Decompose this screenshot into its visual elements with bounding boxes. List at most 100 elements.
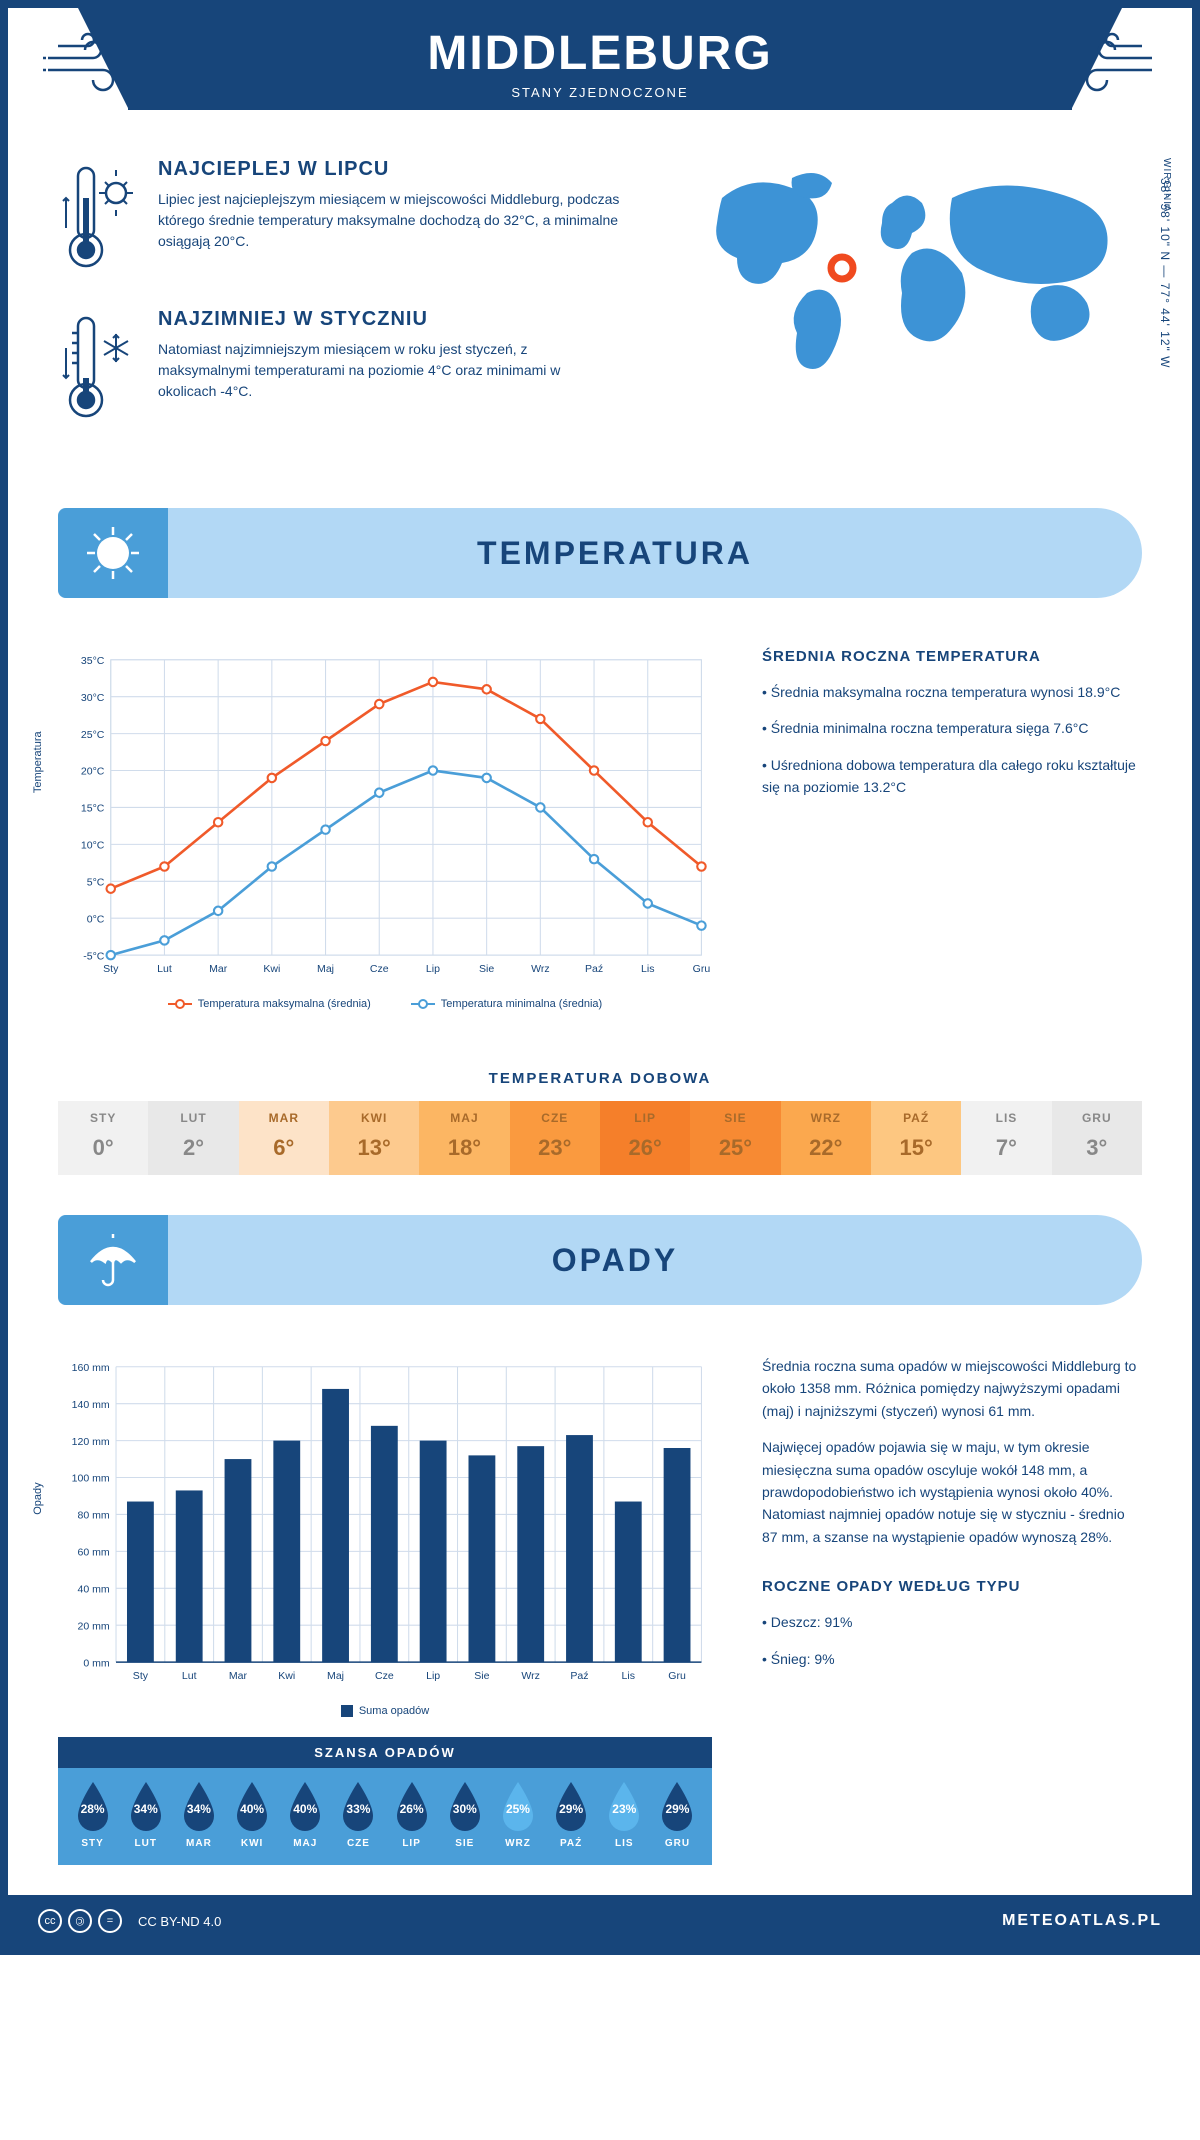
warmest-block: NAJCIEPLEJ W LIPCU Lipiec jest najcieple… — [58, 158, 622, 278]
temp-side-title: ŚREDNIA ROCZNA TEMPERATURA — [762, 648, 1142, 665]
daily-temp-cell: LIS7° — [961, 1101, 1051, 1175]
daily-temp-title: TEMPERATURA DOBOWA — [8, 1070, 1192, 1087]
temp-y-axis-label: Temperatura — [32, 731, 44, 793]
svg-text:140 mm: 140 mm — [72, 1399, 110, 1411]
license-text: CC BY-ND 4.0 — [138, 1914, 221, 1929]
svg-text:30°C: 30°C — [81, 692, 105, 704]
thermometer-hot-icon — [58, 158, 138, 278]
header-banner: MIDDLEBURG STANY ZJEDNOCZONE — [128, 8, 1072, 110]
chance-cell: 40%MAJ — [279, 1780, 332, 1849]
svg-text:10°C: 10°C — [81, 840, 105, 852]
daily-temp-cell: KWI13° — [329, 1101, 419, 1175]
precip-type-title: ROCZNE OPADY WEDŁUG TYPU — [762, 1578, 1142, 1595]
svg-text:0 mm: 0 mm — [83, 1657, 110, 1669]
svg-text:Kwi: Kwi — [278, 1670, 295, 1682]
svg-text:20°C: 20°C — [81, 766, 105, 778]
daily-temp-strip: STY0°LUT2°MAR6°KWI13°MAJ18°CZE23°LIP26°S… — [58, 1101, 1142, 1175]
precip-paragraph: Najwięcej opadów pojawia się w maju, w t… — [762, 1436, 1142, 1548]
svg-text:Sty: Sty — [133, 1670, 149, 1682]
precip-legend: Suma opadów — [58, 1705, 712, 1717]
chance-cell: 28%STY — [66, 1780, 119, 1849]
temp-bullet: • Uśredniona dobowa temperatura dla całe… — [762, 754, 1142, 799]
legend-item: Temperatura minimalna (średnia) — [411, 998, 602, 1010]
precip-type-item: • Śnieg: 9% — [762, 1648, 1142, 1670]
svg-text:Gru: Gru — [668, 1670, 686, 1682]
daily-temp-cell: GRU3° — [1052, 1101, 1142, 1175]
chance-cell: 26%LIP — [385, 1780, 438, 1849]
svg-text:60 mm: 60 mm — [77, 1547, 109, 1559]
daily-temp-cell: LIP26° — [600, 1101, 690, 1175]
svg-text:Paź: Paź — [570, 1670, 588, 1682]
license-block: cc 🄯 = CC BY-ND 4.0 — [38, 1909, 221, 1933]
svg-text:Sty: Sty — [103, 963, 119, 975]
svg-text:160 mm: 160 mm — [72, 1362, 110, 1374]
chance-cell: 29%GRU — [651, 1780, 704, 1849]
coldest-block: NAJZIMNIEJ W STYCZNIU Natomiast najzimni… — [58, 308, 622, 428]
world-map-icon — [662, 158, 1142, 398]
temperature-legend: Temperatura maksymalna (średnia) Temperat… — [58, 998, 712, 1010]
daily-temp-cell: SIE25° — [690, 1101, 780, 1175]
svg-text:Sie: Sie — [479, 963, 494, 975]
chance-cell: 29%PAŹ — [545, 1780, 598, 1849]
coldest-title: NAJZIMNIEJ W STYCZNIU — [158, 308, 622, 331]
temp-bullet: • Średnia maksymalna roczna temperatura … — [762, 681, 1142, 703]
coordinates: 38° 58' 10" N — 77° 44' 12" W — [1158, 178, 1172, 368]
daily-temp-cell: LUT2° — [148, 1101, 238, 1175]
svg-text:35°C: 35°C — [81, 655, 105, 667]
svg-text:15°C: 15°C — [81, 803, 105, 815]
chance-title: SZANSA OPADÓW — [58, 1737, 712, 1768]
svg-text:40 mm: 40 mm — [77, 1584, 109, 1596]
precip-bar-chart: Opady 0 mm20 mm40 mm60 mm80 mm100 mm120 … — [58, 1355, 712, 1695]
svg-text:Cze: Cze — [370, 963, 389, 975]
daily-temp-cell: PAŹ15° — [871, 1101, 961, 1175]
svg-text:Sie: Sie — [474, 1670, 489, 1682]
svg-text:25°C: 25°C — [81, 729, 105, 741]
precip-paragraph: Średnia roczna suma opadów w miejscowośc… — [762, 1355, 1142, 1422]
warmest-title: NAJCIEPLEJ W LIPCU — [158, 158, 622, 181]
svg-text:0°C: 0°C — [87, 913, 105, 925]
precip-section-header: OPADY — [58, 1215, 1142, 1305]
daily-temp-cell: STY0° — [58, 1101, 148, 1175]
svg-text:5°C: 5°C — [87, 877, 105, 889]
daily-temp-cell: CZE23° — [510, 1101, 600, 1175]
wind-icon — [1062, 28, 1162, 98]
chance-cell: 40%KWI — [226, 1780, 279, 1849]
chance-cell: 23%LIS — [598, 1780, 651, 1849]
svg-text:-5°C: -5°C — [83, 950, 105, 962]
chance-cell: 25%WRZ — [491, 1780, 544, 1849]
sun-icon — [83, 523, 143, 583]
svg-text:Lut: Lut — [182, 1670, 197, 1682]
svg-text:20 mm: 20 mm — [77, 1620, 109, 1632]
svg-text:Lip: Lip — [426, 963, 440, 975]
country-name: STANY ZJEDNOCZONE — [128, 85, 1072, 100]
svg-text:Maj: Maj — [317, 963, 334, 975]
legend-item: Temperatura maksymalna (średnia) — [168, 998, 371, 1010]
city-name: MIDDLEBURG — [128, 26, 1072, 81]
precip-legend-label: Suma opadów — [359, 1705, 429, 1717]
chance-cell: 33%CZE — [332, 1780, 385, 1849]
cc-icon: cc — [38, 1909, 62, 1933]
svg-text:80 mm: 80 mm — [77, 1510, 109, 1522]
footer: cc 🄯 = CC BY-ND 4.0 METEOATLAS.PL — [8, 1895, 1192, 1947]
map-block: WIRGINIA 38° 58' 10" N — 77° 44' 12" W — [662, 158, 1142, 458]
svg-text:Paź: Paź — [585, 963, 603, 975]
svg-text:120 mm: 120 mm — [72, 1436, 110, 1448]
daily-temp-cell: MAJ18° — [419, 1101, 509, 1175]
svg-text:Lut: Lut — [157, 963, 172, 975]
thermometer-cold-icon — [58, 308, 138, 428]
header-row: MIDDLEBURG STANY ZJEDNOCZONE — [8, 8, 1192, 118]
svg-text:Mar: Mar — [229, 1670, 248, 1682]
by-icon: 🄯 — [68, 1909, 92, 1933]
precip-y-axis-label: Opady — [32, 1482, 44, 1514]
temperature-line-chart: Temperatura -5°C0°C5°C10°C15°C20°C25°C30… — [58, 648, 712, 1010]
temperature-title: TEMPERATURA — [168, 535, 1142, 572]
nd-icon: = — [98, 1909, 122, 1933]
warmest-text: Lipiec jest najcieplejszym miesiącem w m… — [158, 189, 622, 252]
precip-type-item: • Deszcz: 91% — [762, 1611, 1142, 1633]
svg-text:Wrz: Wrz — [521, 1670, 540, 1682]
rain-chance-strip: SZANSA OPADÓW 28%STY34%LUT34%MAR40%KWI40… — [58, 1737, 712, 1865]
svg-text:Mar: Mar — [209, 963, 228, 975]
svg-text:Gru: Gru — [693, 963, 711, 975]
daily-temp-cell: MAR6° — [239, 1101, 329, 1175]
svg-text:Maj: Maj — [327, 1670, 344, 1682]
